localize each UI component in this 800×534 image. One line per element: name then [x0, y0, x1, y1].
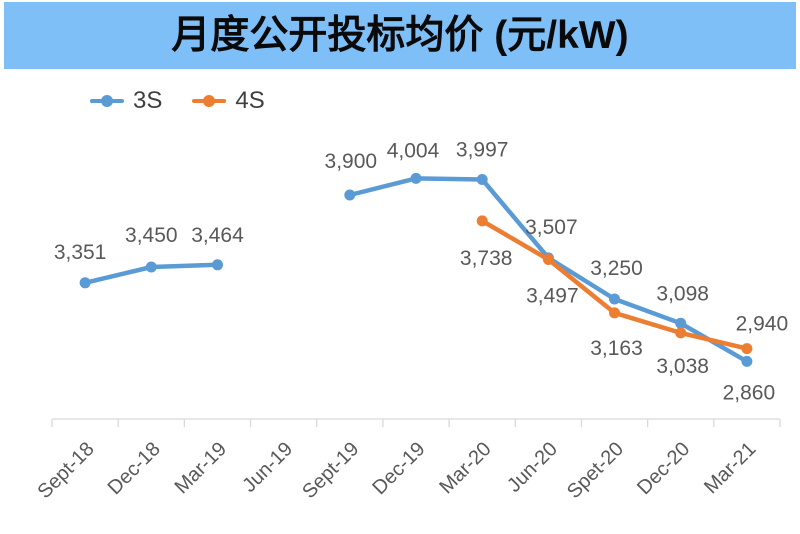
data-label-3s: 3,351: [54, 241, 107, 264]
data-label-4s: 3,163: [590, 337, 643, 360]
data-point-4s: [609, 307, 620, 319]
x-axis-label: Dec-20: [633, 438, 694, 499]
x-axis-label: Mar-20: [435, 438, 495, 498]
x-axis-label: Sept-19: [298, 438, 363, 503]
data-label-3s: 3,450: [125, 224, 178, 247]
data-label-4s: 3,038: [656, 355, 709, 378]
x-axis-label: Mar-21: [700, 438, 760, 498]
data-point-4s: [476, 215, 488, 227]
x-axis-label: Mar-19: [171, 438, 231, 498]
legend-marker-3s-icon: [90, 95, 124, 107]
data-point-3s: [79, 277, 91, 289]
legend-label-4s: 4S: [235, 87, 265, 114]
data-point-3s: [741, 355, 753, 367]
data-label-3s: 4,004: [387, 139, 440, 162]
data-label-3s: 3,997: [456, 139, 509, 162]
x-axis-label: Sept-18: [34, 438, 99, 503]
x-axis-label: Jun-20: [503, 438, 562, 497]
data-label-3s: 3,250: [590, 257, 643, 280]
title-banner: 月度公开投标均价 (元/kW): [4, 2, 796, 69]
legend-item-4s: 4S: [192, 87, 265, 114]
data-point-4s: [542, 254, 554, 265]
data-label-4s: 3,738: [460, 247, 513, 270]
data-point-4s: [675, 327, 687, 339]
data-point-3s: [212, 259, 223, 271]
data-point-4s: [741, 343, 753, 355]
data-label-4s: 2,940: [736, 313, 789, 336]
data-point-3s: [675, 317, 687, 329]
data-label-3s: 3,900: [325, 150, 378, 173]
chart-title: 月度公开投标均价 (元/kW): [171, 14, 629, 57]
legend-marker-4s-icon: [192, 95, 227, 107]
x-axis-label: Spet-20: [563, 438, 628, 503]
data-point-3s: [344, 189, 356, 201]
x-axis-label: Jun-19: [238, 438, 297, 497]
data-label-3s: 3,507: [525, 216, 578, 239]
data-label-3s: 3,098: [656, 282, 709, 305]
data-point-3s: [410, 172, 422, 184]
x-axis-label: Dec-19: [368, 438, 429, 499]
legend-label-3s: 3S: [133, 87, 163, 114]
data-point-3s: [476, 174, 488, 185]
chart-legend: 3S 4S: [90, 89, 265, 113]
data-point-3s: [145, 261, 157, 273]
data-label-4s: 3,497: [526, 285, 579, 308]
data-label-3s: 3,464: [191, 224, 244, 247]
legend-item-3s: 3S: [90, 89, 162, 113]
data-label-3s: 2,860: [723, 381, 776, 404]
x-axis-label: Dec-18: [104, 438, 165, 499]
data-point-3s: [609, 293, 620, 305]
